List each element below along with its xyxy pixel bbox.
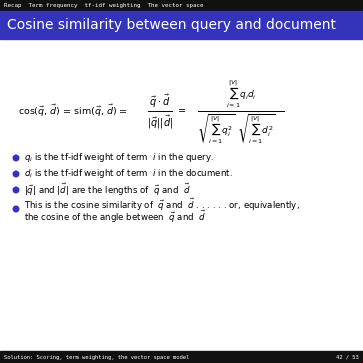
Bar (0, 351, 363, 363)
Text: $|\vec{q}|$ and $|\vec{d}|$ are the lengths of  $\vec{q}$ and  $\vec{d}$: $|\vec{q}|$ and $|\vec{d}|$ are the leng… (24, 182, 191, 198)
Text: $\sum_{i=1}^{|V|}q_i d_i$: $\sum_{i=1}^{|V|}q_i d_i$ (226, 78, 256, 110)
Text: $|\vec{q}||\vec{d}|$: $|\vec{q}||\vec{d}|$ (147, 113, 173, 131)
Text: This is the cosine similarity of  $\vec{q}$ and  $\vec{d}$ . . . . . . or, equiv: This is the cosine similarity of $\vec{q… (24, 197, 300, 213)
Text: $q_i$ is the tf-idf weight of term  $i$ in the query.: $q_i$ is the tf-idf weight of term $i$ i… (24, 151, 214, 164)
Circle shape (13, 171, 19, 177)
Text: Recap  Term frequency  tf-idf weighting  The vector space: Recap Term frequency tf-idf weighting Th… (4, 3, 204, 8)
Text: Cosine similarity between query and document: Cosine similarity between query and docu… (7, 18, 336, 32)
Text: cos($\vec{q}$, $\vec{d}$) = sim($\vec{q}$, $\vec{d}$) =: cos($\vec{q}$, $\vec{d}$) = sim($\vec{q}… (18, 103, 128, 119)
Text: $\sqrt{\sum_{i=1}^{|V|}d_i^2}$: $\sqrt{\sum_{i=1}^{|V|}d_i^2}$ (237, 113, 275, 145)
Bar (0, 11, 363, 39)
Text: $d_i$ is the tf-idf weight of term  $i$ in the document.: $d_i$ is the tf-idf weight of term $i$ i… (24, 167, 233, 180)
Text: 42 / 53: 42 / 53 (336, 355, 359, 359)
Circle shape (13, 206, 19, 212)
Text: =: = (178, 106, 186, 116)
Text: Solution: Scoring, term weighting, the vector space model: Solution: Scoring, term weighting, the v… (4, 355, 189, 359)
Bar (0, 0, 363, 11)
Text: $\sqrt{\sum_{i=1}^{|V|}q_i^2}$: $\sqrt{\sum_{i=1}^{|V|}q_i^2}$ (197, 113, 235, 145)
Text: $\vec{q}\cdot\vec{d}$: $\vec{q}\cdot\vec{d}$ (149, 92, 171, 110)
Circle shape (13, 187, 19, 193)
Text: the cosine of the angle between  $\vec{q}$ and  $\vec{d}$: the cosine of the angle between $\vec{q}… (24, 209, 206, 225)
Circle shape (13, 155, 19, 161)
